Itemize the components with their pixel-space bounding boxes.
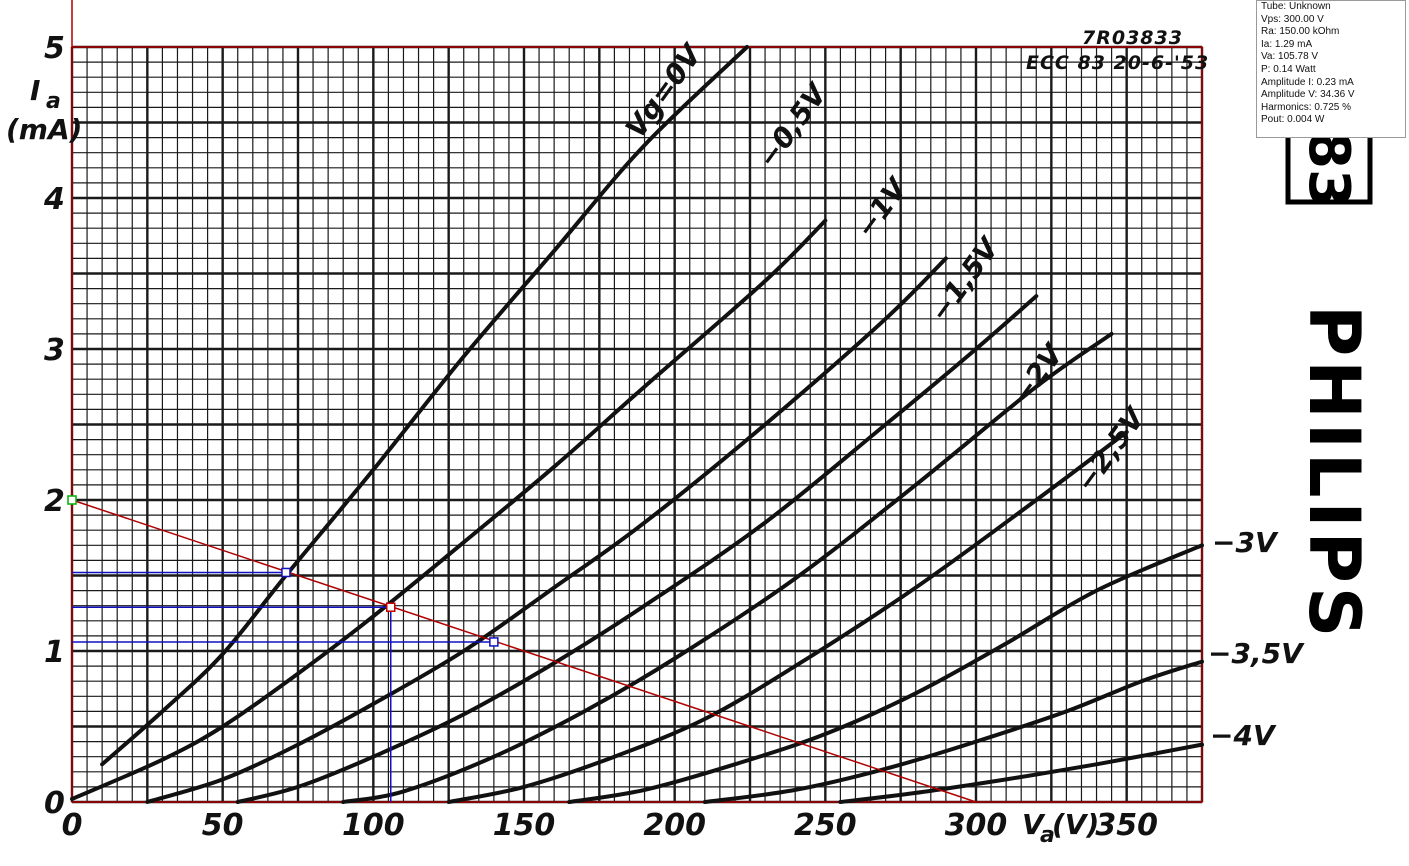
x-tick-label: 50 xyxy=(202,808,244,843)
supply-point-marker xyxy=(67,495,77,505)
info-panel: Tube: Unknown Vps: 300.00 V Ra: 150.00 kOh… xyxy=(1256,0,1406,138)
curve-2V xyxy=(341,331,1114,804)
info-line: Amplitude V: 34.36 V xyxy=(1261,89,1355,101)
y-axis-label-unit: (mA) xyxy=(6,113,82,146)
load-line xyxy=(71,499,977,803)
curve-Vg-0V xyxy=(100,45,749,767)
x-tick-label: 300 xyxy=(945,808,1008,843)
y-tick-label: 0 xyxy=(44,786,65,821)
y-axis-label-subscript: a xyxy=(46,89,61,114)
y-tick-label: 4 xyxy=(43,182,65,217)
info-line: Harmonics: 0.725 % xyxy=(1261,101,1352,113)
curve-1V xyxy=(145,256,948,804)
curve-label: −0,5V xyxy=(751,76,835,174)
x-axis-label-subscript: a xyxy=(1040,823,1055,848)
brand-logo: 83 PHILIPS xyxy=(1285,117,1375,641)
plot-frame xyxy=(71,0,1203,803)
brand-name: PHILIPS xyxy=(1293,305,1375,641)
x-tick-label: 100 xyxy=(342,808,405,843)
curve-label: −1,5V xyxy=(923,230,1007,328)
curve-label: −4V xyxy=(1210,719,1277,752)
curve-4V xyxy=(838,742,1204,804)
info-line: Vps: 300.00 V xyxy=(1261,13,1324,25)
load-line-overlay xyxy=(67,495,977,803)
x-axis-label-unit: (V) xyxy=(1052,808,1099,841)
y-tick-label: 5 xyxy=(44,31,65,66)
operating-point-marker xyxy=(489,637,499,647)
y-tick-label: 2 xyxy=(44,484,65,519)
x-tick-label: 200 xyxy=(643,808,706,843)
labels: 7R03833 ECC 83 20-6-'53 I a (mA) V a (V)… xyxy=(6,27,1305,848)
y-tick-label: 3 xyxy=(44,333,65,368)
curve-label: −3V xyxy=(1212,526,1279,559)
curve-label: −3,5V xyxy=(1208,637,1305,670)
info-line: Tube: Unknown xyxy=(1261,1,1331,12)
brand-box-number: 83 xyxy=(1296,130,1361,208)
curve-3V xyxy=(567,543,1204,804)
curve-1-5V xyxy=(235,294,1039,804)
x-tick-label: 350 xyxy=(1095,808,1158,843)
curve-label: −1V xyxy=(849,171,915,245)
y-axis-label-symbol: I xyxy=(30,74,40,107)
operating-point-marker xyxy=(281,567,291,578)
stamp-top: 7R03833 xyxy=(1082,27,1183,49)
curve-label: Vg=0V xyxy=(619,37,710,144)
curve-3-5V xyxy=(702,659,1204,804)
x-tick-label: 150 xyxy=(493,808,556,843)
info-line: Ia: 1.29 mA xyxy=(1261,38,1313,50)
curve-2-5V xyxy=(446,430,1129,804)
x-tick-label: 0 xyxy=(62,808,83,843)
curve-label: −2V xyxy=(1005,337,1071,411)
x-tick-label: 250 xyxy=(794,808,857,843)
info-line: Va: 105.78 V xyxy=(1261,51,1319,63)
info-line: P: 0.14 Watt xyxy=(1261,63,1316,75)
info-line: Pout: 0.004 W xyxy=(1261,114,1325,126)
info-line: Amplitude I: 0.23 mA xyxy=(1261,76,1354,88)
characteristic-curves xyxy=(70,45,1204,804)
stamp-sub: ECC 83 20-6-'53 xyxy=(1026,52,1209,74)
plot-border xyxy=(71,46,1203,803)
x-axis-label-symbol: V xyxy=(1022,808,1046,841)
curve-0-5V xyxy=(70,218,828,801)
info-line: Ra: 150.00 kOhm xyxy=(1261,26,1340,38)
y-tick-label: 1 xyxy=(44,635,65,670)
operating-point-marker xyxy=(386,602,396,612)
